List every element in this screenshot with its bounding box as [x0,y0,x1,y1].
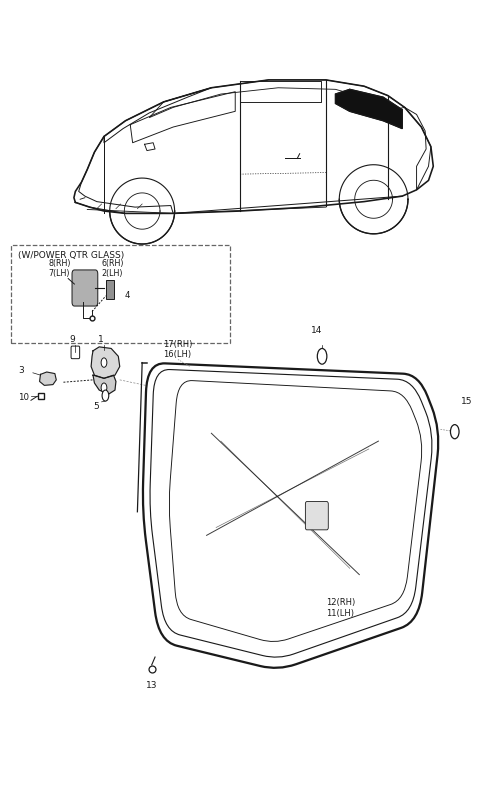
Text: 7(LH): 7(LH) [48,269,70,277]
Text: 6(RH): 6(RH) [102,259,124,268]
Circle shape [450,425,459,439]
Bar [106,281,115,299]
Text: 10: 10 [18,393,29,403]
Text: 16(LH): 16(LH) [163,350,191,359]
Text: 1: 1 [98,335,104,344]
FancyBboxPatch shape [72,270,98,306]
Text: 12(RH): 12(RH) [326,598,355,608]
Text: (W/POWER QTR GLASS): (W/POWER QTR GLASS) [18,251,124,260]
Polygon shape [91,347,120,378]
Text: 13: 13 [146,682,157,690]
Text: 5: 5 [93,402,99,411]
Text: 3: 3 [18,366,24,375]
Text: 2(LH): 2(LH) [102,269,123,277]
Circle shape [317,348,327,364]
Text: 14: 14 [311,326,322,335]
Text: 8(RH): 8(RH) [48,259,71,268]
Text: 11(LH): 11(LH) [326,609,354,618]
Text: 4: 4 [124,291,130,299]
Text: 9: 9 [69,335,75,344]
FancyBboxPatch shape [71,346,80,359]
Polygon shape [336,89,402,128]
Circle shape [101,358,107,367]
Bar [11,245,230,343]
PathPatch shape [143,363,438,668]
FancyBboxPatch shape [305,502,328,530]
Polygon shape [93,375,116,394]
Text: 15: 15 [460,397,472,407]
Text: 17(RH): 17(RH) [163,340,192,349]
Circle shape [101,383,107,392]
Polygon shape [39,372,56,385]
Circle shape [102,390,109,401]
